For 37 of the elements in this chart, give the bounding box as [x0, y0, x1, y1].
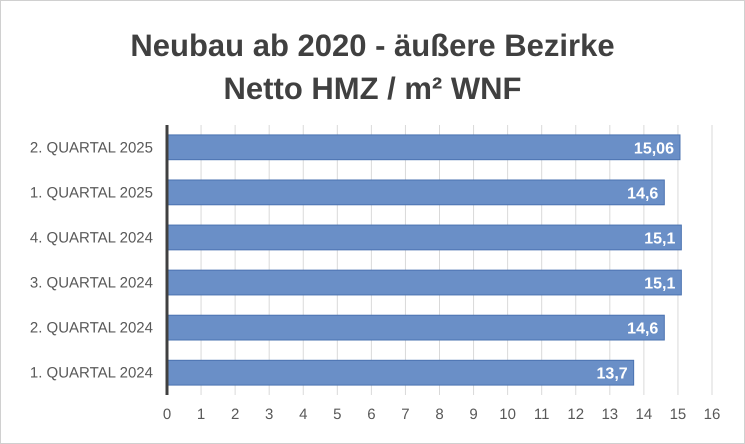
x-tick-label: 14	[636, 406, 652, 423]
bar	[166, 360, 634, 386]
y-tick-label: 1. QUARTAL 2025	[30, 184, 153, 202]
y-tick-label: 1. QUARTAL 2024	[30, 364, 153, 382]
x-tick-label: 12	[567, 406, 584, 423]
data-label: 14,6	[627, 320, 658, 338]
x-tick-label: 11	[534, 406, 550, 423]
x-tick-label: 8	[435, 406, 444, 423]
y-tick-label: 2. QUARTAL 2024	[30, 320, 153, 337]
x-tick-label: 15	[670, 406, 686, 423]
bar	[166, 179, 665, 206]
x-tick-label: 16	[704, 406, 720, 423]
bar	[166, 270, 682, 296]
x-tick-label: 1	[196, 406, 206, 423]
y-tick-label: 3. QUARTAL 2024	[30, 274, 153, 292]
x-tick-label: 13	[601, 406, 618, 423]
x-tick-label: 7	[401, 406, 410, 423]
y-tick-label: 2. QUARTAL 2025	[30, 139, 153, 156]
x-tick-label: 5	[333, 406, 342, 423]
data-label: 15,1	[644, 276, 676, 293]
x-tick-label: 0	[162, 406, 172, 423]
data-label: 13,7	[596, 366, 628, 383]
data-label: 15,06	[634, 140, 674, 158]
x-tick-label: 9	[469, 406, 478, 423]
chart-subtitle: Netto HMZ / m² WNF	[224, 71, 522, 106]
chart-title: Neubau ab 2020 - äußere Bezirke	[130, 28, 615, 63]
x-tick-label: 10	[499, 406, 516, 423]
bar	[166, 224, 682, 250]
x-tick-label: 2	[230, 406, 240, 423]
x-tick-label: 4	[299, 406, 308, 423]
data-label: 14,6	[627, 185, 658, 202]
x-tick-label: 6	[367, 406, 376, 423]
bar	[166, 314, 665, 341]
y-tick-label: 4. QUARTAL 2024	[30, 229, 153, 246]
bar	[166, 134, 680, 160]
x-tick-label: 3	[265, 406, 274, 423]
data-label: 15,1	[644, 230, 676, 248]
